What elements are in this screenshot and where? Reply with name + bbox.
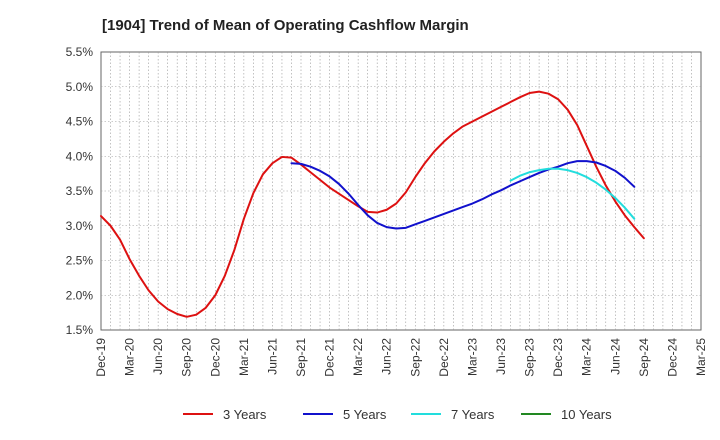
x-tick-label: Mar-24 (580, 338, 594, 376)
x-tick-label: Dec-24 (665, 338, 679, 377)
x-tick-label: Mar-20 (123, 338, 137, 376)
y-tick-label: 5.5% (66, 45, 94, 59)
x-tick-label: Jun-20 (151, 338, 165, 375)
plot-area (100, 51, 702, 331)
x-tick-label: Mar-25 (694, 338, 708, 376)
legend-label-7-years: 7 Years (451, 407, 495, 422)
x-tick-label: Mar-22 (351, 338, 365, 376)
plot-frame (100, 51, 702, 331)
chart-title: [1904] Trend of Mean of Operating Cashfl… (102, 17, 469, 34)
y-tick-label: 5.0% (66, 80, 94, 94)
y-tick-label: 4.5% (66, 115, 94, 129)
x-tick-label: Jun-24 (608, 338, 622, 375)
y-tick-label: 3.0% (66, 219, 94, 233)
series-line-5-years (290, 160, 636, 230)
x-tick-label: Jun-23 (494, 338, 508, 375)
x-tick-label: Mar-21 (237, 338, 251, 376)
x-tick-label: Dec-19 (94, 338, 108, 377)
x-tick-label: Sep-20 (180, 338, 194, 377)
x-tick-label: Dec-23 (551, 338, 565, 377)
series-line-3-years (100, 90, 645, 318)
y-tick-label: 2.5% (66, 254, 94, 268)
y-tick-label: 3.5% (66, 184, 94, 198)
y-tick-label: 2.0% (66, 288, 94, 302)
legend-label-3-years: 3 Years (223, 407, 267, 422)
x-tick-label: Sep-24 (637, 338, 651, 377)
x-tick-label: Dec-22 (437, 338, 451, 377)
legend-label-5-years: 5 Years (343, 407, 387, 422)
legend-label-10-years: 10 Years (561, 407, 612, 422)
x-tick-label: Mar-23 (465, 338, 479, 376)
x-tick-label: Dec-20 (208, 338, 222, 377)
x-axis: Dec-19 Mar-20 Jun-20 Sep-20 Dec-20 Mar-21 Jun-… (94, 338, 708, 377)
x-tick-label: Jun-22 (380, 338, 394, 375)
legend: 3 Years 5 Years 7 Years 10 Years (183, 407, 612, 422)
series-line-7-years (509, 167, 636, 220)
x-tick-label: Sep-21 (294, 338, 308, 377)
y-axis: 5.5% 5.0% 4.5% 4.0% 3.5% 3.0% 2.5% 2.0% 1.5% (66, 45, 94, 337)
x-tick-label: Sep-23 (523, 338, 537, 377)
y-tick-label: 4.0% (66, 149, 94, 163)
x-tick-label: Jun-21 (265, 338, 279, 375)
x-tick-label: Dec-21 (323, 338, 337, 377)
y-tick-label: 1.5% (66, 323, 94, 337)
series-layer (100, 90, 645, 318)
x-tick-label: Sep-22 (408, 338, 422, 377)
